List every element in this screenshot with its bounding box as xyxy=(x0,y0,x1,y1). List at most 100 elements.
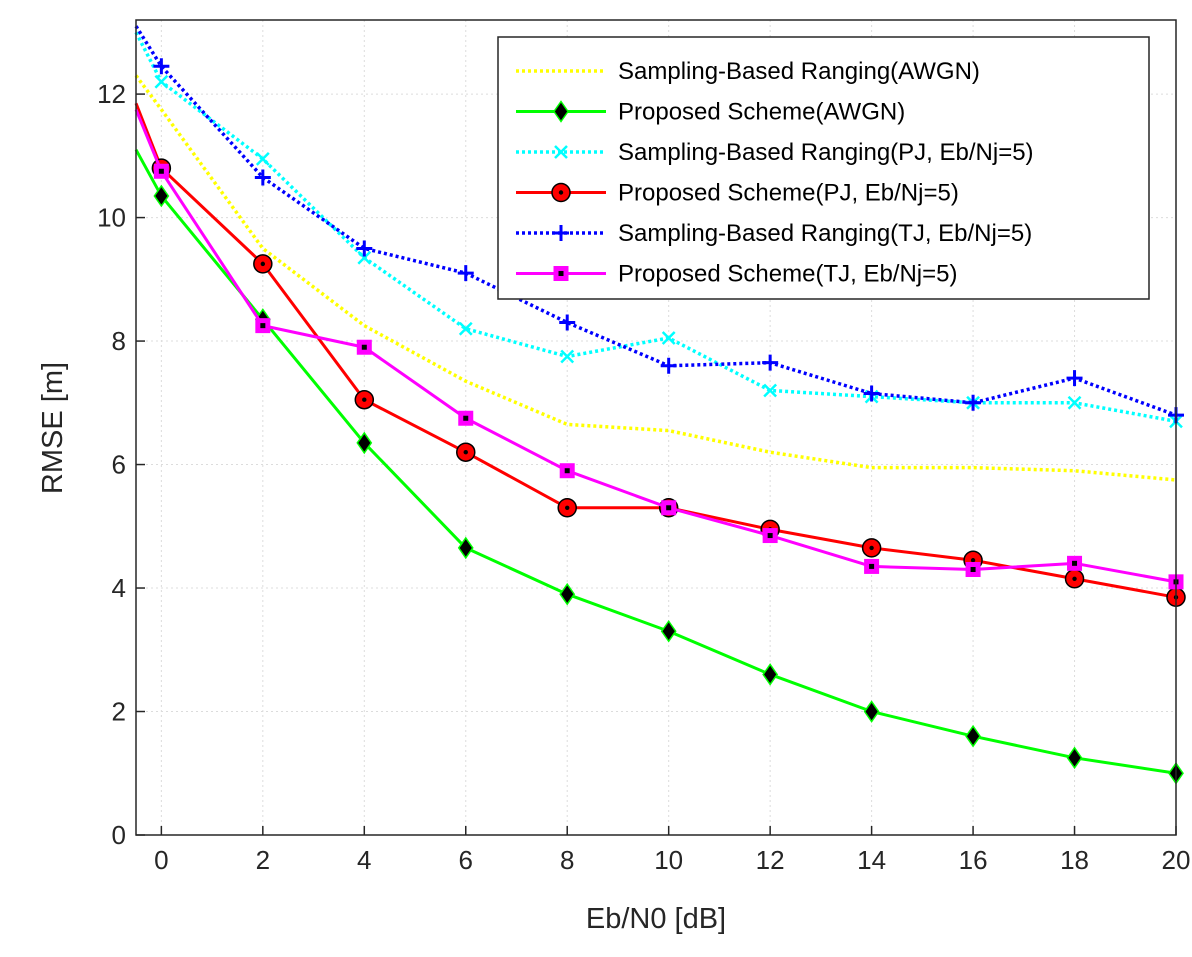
legend-entry: Sampling-Based Ranging(TJ, Eb/Nj=5) xyxy=(516,220,1032,247)
data-point-dot xyxy=(970,558,976,563)
data-point-dot xyxy=(666,505,672,511)
y-tick-label: 10 xyxy=(97,203,126,233)
legend-label: Proposed Scheme(TJ, Eb/Nj=5) xyxy=(618,261,957,288)
x-tick-label: 18 xyxy=(1060,845,1089,875)
data-point xyxy=(559,314,576,331)
data-point xyxy=(1067,555,1083,571)
y-tick-label: 8 xyxy=(112,326,126,356)
data-point xyxy=(660,357,677,374)
x-tick-label: 8 xyxy=(560,845,574,875)
x-tick-label: 16 xyxy=(959,845,988,875)
legend-entry: Proposed Scheme(TJ, Eb/Nj=5) xyxy=(516,261,957,288)
data-point xyxy=(154,74,169,89)
series-line xyxy=(134,25,1177,417)
data-point xyxy=(153,184,170,208)
data-point xyxy=(458,410,474,426)
data-point xyxy=(660,619,677,643)
data-point xyxy=(255,318,271,334)
data-point xyxy=(255,152,270,166)
data-point-dot xyxy=(463,449,468,455)
legend-label: Proposed Scheme(PJ, Eb/Nj=5) xyxy=(618,180,959,207)
data-point xyxy=(457,536,474,560)
y-axis-title: RMSE [m] xyxy=(37,362,69,494)
data-point xyxy=(354,389,375,410)
series-2 xyxy=(134,31,1183,429)
series-0 xyxy=(134,74,1177,482)
legend-label: Sampling-Based Ranging(AWGN) xyxy=(618,58,980,85)
data-point xyxy=(1066,746,1083,770)
data-point xyxy=(861,538,882,558)
data-point xyxy=(965,724,981,748)
legend-entry: Sampling-Based Ranging(PJ, Eb/Nj=5) xyxy=(516,139,1034,166)
data-point xyxy=(254,169,271,186)
data-point xyxy=(762,663,779,686)
legend-marker xyxy=(553,266,569,281)
data-point xyxy=(661,331,676,345)
series-line xyxy=(134,102,1177,599)
data-point-dot xyxy=(463,415,469,421)
y-tick-label: 12 xyxy=(97,79,126,109)
x-tick-label: 0 xyxy=(154,845,168,875)
data-point-dot xyxy=(565,505,570,510)
data-point-dot xyxy=(869,545,874,551)
data-point-dot xyxy=(260,323,266,329)
data-point xyxy=(456,442,476,462)
legend-entry: Proposed Scheme(AWGN) xyxy=(516,99,905,126)
data-point xyxy=(153,58,170,75)
data-point xyxy=(762,528,778,544)
data-point xyxy=(559,463,575,479)
data-point-dot xyxy=(1072,560,1078,566)
x-tick-label: 4 xyxy=(357,845,371,875)
data-point xyxy=(560,349,575,364)
data-point-dot xyxy=(970,567,976,573)
x-tick-label: 12 xyxy=(756,845,785,875)
data-point-dot xyxy=(362,397,367,402)
x-tick-label: 10 xyxy=(654,845,683,875)
data-point xyxy=(863,700,880,723)
legend-label: Proposed Scheme(AWGN) xyxy=(618,99,905,126)
series-line xyxy=(134,74,1177,482)
series-line xyxy=(134,108,1177,584)
legend-marker xyxy=(551,182,571,203)
data-point-dot xyxy=(869,563,875,569)
data-point-dot xyxy=(767,533,773,539)
x-tick-label: 14 xyxy=(857,845,886,875)
series-5 xyxy=(134,108,1184,590)
series-line xyxy=(134,31,1177,424)
legend-marker-dot xyxy=(558,190,564,195)
axes: 0 2 4 6 8 10 12 14 16 18 20 0 2 4 6 8 10 12 xyxy=(97,79,1190,875)
data-point xyxy=(863,385,880,402)
data-point xyxy=(253,254,273,274)
data-point xyxy=(457,265,474,282)
data-point-dot xyxy=(361,344,367,350)
plot-frame xyxy=(135,19,1177,836)
x-tick-label: 20 xyxy=(1162,845,1191,875)
data-point xyxy=(661,500,677,516)
x-axis-title: Eb/N0 [dB] xyxy=(586,903,726,935)
legend-box xyxy=(497,36,1150,300)
data-point-dot xyxy=(564,468,570,474)
y-tick-label: 2 xyxy=(112,697,126,727)
data-point xyxy=(356,431,373,455)
legend-label: Sampling-Based Ranging(TJ, Eb/Nj=5) xyxy=(618,220,1032,247)
data-point xyxy=(557,498,577,518)
y-tick-label: 6 xyxy=(112,450,126,480)
data-point xyxy=(153,163,169,179)
legend-entry: Sampling-Based Ranging(AWGN) xyxy=(516,58,980,85)
legend-marker xyxy=(554,145,568,159)
data-point xyxy=(965,394,982,411)
data-point xyxy=(356,240,373,257)
data-point xyxy=(357,250,372,265)
legend-marker xyxy=(553,225,569,241)
legend-entry: Proposed Scheme(PJ, Eb/Nj=5) xyxy=(516,180,959,207)
legend-marker xyxy=(553,100,569,123)
data-point xyxy=(458,321,473,336)
data-point xyxy=(965,562,981,578)
data-point xyxy=(762,354,779,371)
data-point-dot xyxy=(260,261,266,267)
data-point xyxy=(1067,395,1082,410)
y-tick-label: 0 xyxy=(112,820,126,850)
legend-marker-dot xyxy=(558,271,564,276)
data-point xyxy=(1064,569,1085,589)
